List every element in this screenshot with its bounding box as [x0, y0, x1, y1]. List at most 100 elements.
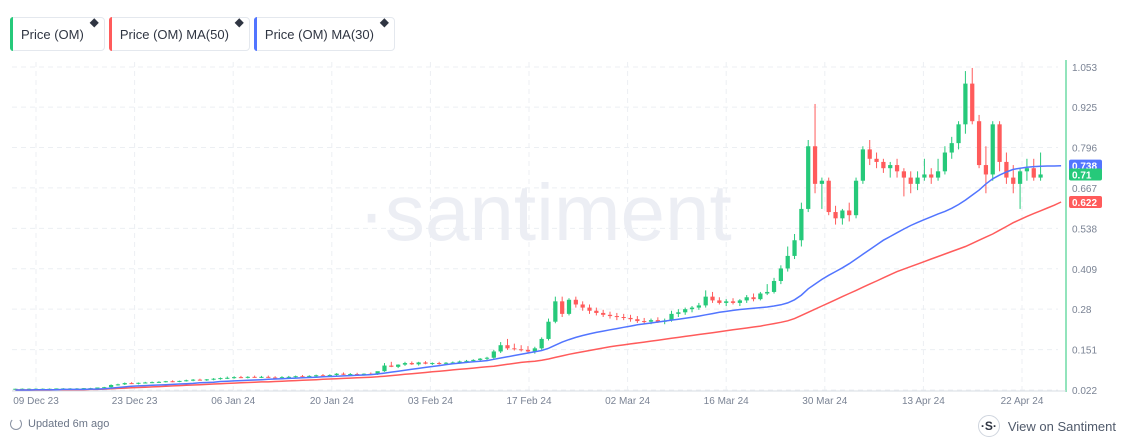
candle-body — [553, 301, 558, 322]
candle-body — [136, 382, 141, 384]
candle-body — [108, 384, 114, 388]
candle-body — [771, 280, 777, 292]
candle-body — [587, 307, 592, 311]
candle-body — [867, 149, 872, 159]
x-tick-label: 06 Jan 24 — [211, 396, 255, 407]
refresh-icon — [10, 418, 22, 430]
y-tick-label: 0.538 — [1072, 224, 1097, 235]
ma-lines — [15, 164, 1062, 391]
candle-body — [156, 381, 162, 383]
candle-body — [286, 376, 291, 378]
y-tick-label: 0.925 — [1072, 103, 1097, 114]
candle-body — [621, 317, 626, 319]
x-tick-label: 23 Dec 23 — [112, 396, 158, 407]
candle-body — [642, 321, 647, 323]
candle-body — [149, 382, 155, 384]
candle-body — [532, 348, 537, 352]
candle-body — [252, 376, 257, 378]
candle-body — [382, 365, 387, 372]
candle-body — [1004, 161, 1009, 178]
y-tick-label: 0.796 — [1072, 144, 1097, 155]
ethereum-icon: ◆ — [379, 15, 389, 29]
watermark: ·santiment — [358, 168, 731, 257]
candle-body — [361, 373, 367, 375]
candle-body — [669, 313, 674, 321]
candle-body — [498, 345, 503, 352]
legend-label: Price (OM) MA(50) — [119, 26, 229, 42]
candle-body — [327, 374, 332, 376]
candle-body — [266, 376, 271, 378]
legend-item-ma30[interactable]: Price (OM) MA(30) ◆ — [253, 15, 395, 51]
candle-body — [443, 362, 449, 364]
candle-body — [655, 320, 660, 322]
candle-body — [430, 363, 435, 365]
candle-body — [935, 171, 941, 178]
ma30-line — [15, 164, 1062, 391]
candle-body — [450, 362, 455, 364]
candle-body — [546, 321, 551, 339]
candle-body — [915, 177, 920, 184]
candle-body — [826, 180, 831, 213]
candle-body — [539, 338, 544, 349]
candle-body — [238, 377, 244, 379]
candle-body — [614, 316, 619, 318]
candle-body — [334, 373, 339, 375]
candle-body — [245, 376, 250, 378]
candle-body — [484, 357, 490, 359]
x-tick-label: 22 Apr 24 — [1001, 396, 1044, 407]
candle-body — [785, 255, 790, 269]
candle-body — [81, 388, 86, 390]
y-tick-label: 0.022 — [1072, 386, 1097, 397]
legend-color-bar — [253, 17, 257, 51]
candle-body — [942, 152, 948, 172]
candle-body — [505, 345, 510, 349]
candle-body — [881, 161, 886, 169]
legend-item-price[interactable]: Price (OM) ◆ — [10, 15, 105, 51]
candle-body — [607, 314, 613, 317]
candle-body — [888, 165, 893, 169]
candle-body — [225, 377, 230, 379]
updated-status: Updated 6m ago — [10, 418, 109, 430]
candle-body — [1017, 171, 1023, 184]
candle-body — [409, 363, 414, 365]
chart-grid — [12, 60, 1067, 392]
price-last-value: 0.71 — [1072, 170, 1092, 181]
candle-body — [457, 361, 462, 363]
candle-body — [908, 177, 913, 184]
candle-body — [341, 373, 346, 375]
candle-body — [355, 374, 360, 376]
view-on-santiment-link[interactable]: ·S· View on Santiment — [977, 415, 1116, 437]
candle-body — [471, 359, 476, 361]
candle-body — [594, 310, 599, 313]
candle-body — [840, 210, 845, 219]
legend-color-bar — [10, 17, 13, 51]
candle-body — [129, 383, 134, 385]
candle-body — [396, 364, 401, 367]
x-tick-label: 16 Mar 24 — [704, 396, 749, 407]
y-tick-label: 1.053 — [1072, 63, 1097, 74]
candle-body — [751, 297, 756, 300]
candle-body — [744, 297, 749, 301]
candle-body — [573, 299, 578, 305]
view-on-text: View on Santiment — [1007, 418, 1116, 434]
x-tick-label: 20 Jan 24 — [310, 396, 354, 407]
legend-item-ma50[interactable]: Price (OM) MA(50) ◆ — [108, 15, 250, 51]
candle-body — [416, 362, 421, 365]
candle-body — [799, 208, 804, 241]
price-last-value-bg — [1069, 168, 1102, 181]
candle-body — [956, 124, 961, 144]
candle-body — [232, 377, 237, 379]
candle-body — [710, 296, 715, 301]
legend-label: Price (OM) MA(30) — [264, 26, 374, 42]
candle-body — [177, 380, 182, 382]
candle-body — [314, 375, 319, 377]
candle-body — [635, 319, 640, 322]
ethereum-icon: ◆ — [234, 15, 244, 29]
candle-body — [901, 171, 907, 178]
ma50-line — [15, 201, 1062, 391]
y-tick-label: 0.28 — [1072, 305, 1092, 316]
candle-body — [983, 165, 989, 175]
candle-body — [894, 165, 900, 172]
candle-body — [525, 349, 531, 352]
